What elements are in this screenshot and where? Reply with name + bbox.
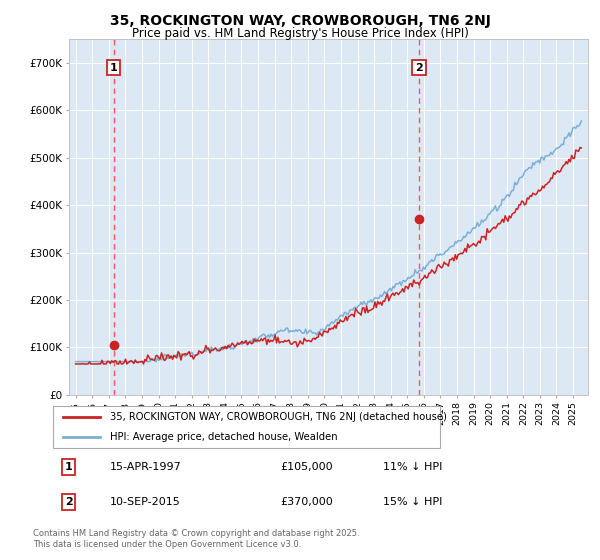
Text: 35, ROCKINGTON WAY, CROWBOROUGH, TN6 2NJ: 35, ROCKINGTON WAY, CROWBOROUGH, TN6 2NJ (110, 14, 490, 28)
FancyBboxPatch shape (53, 405, 440, 449)
Text: 35, ROCKINGTON WAY, CROWBOROUGH, TN6 2NJ (detached house): 35, ROCKINGTON WAY, CROWBOROUGH, TN6 2NJ… (110, 412, 447, 422)
Text: 15-APR-1997: 15-APR-1997 (110, 462, 182, 472)
Text: 15% ↓ HPI: 15% ↓ HPI (383, 497, 443, 507)
Text: 1: 1 (65, 462, 73, 472)
Text: 1: 1 (110, 63, 118, 73)
Text: 2: 2 (415, 63, 423, 73)
Text: Price paid vs. HM Land Registry's House Price Index (HPI): Price paid vs. HM Land Registry's House … (131, 27, 469, 40)
Text: £105,000: £105,000 (280, 462, 333, 472)
Text: Contains HM Land Registry data © Crown copyright and database right 2025.
This d: Contains HM Land Registry data © Crown c… (33, 529, 359, 549)
Text: 2: 2 (65, 497, 73, 507)
Text: HPI: Average price, detached house, Wealden: HPI: Average price, detached house, Weal… (110, 432, 338, 442)
Text: £370,000: £370,000 (280, 497, 333, 507)
Text: 11% ↓ HPI: 11% ↓ HPI (383, 462, 443, 472)
Text: 10-SEP-2015: 10-SEP-2015 (110, 497, 181, 507)
